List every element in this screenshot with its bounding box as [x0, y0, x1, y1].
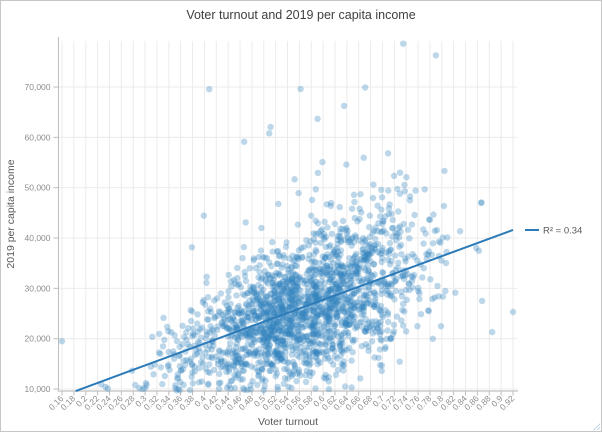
- y-tick-label: 70,000: [25, 82, 51, 92]
- y-tick-label: 60,000: [25, 132, 51, 142]
- y-tick-label: 20,000: [25, 334, 51, 344]
- y-axis-title: 2019 per capita income: [5, 159, 17, 268]
- legend-label: R² = 0.34: [543, 226, 582, 237]
- y-tick-label: 40,000: [25, 233, 51, 243]
- chart-title: Voter turnout and 2019 per capita income: [186, 8, 416, 22]
- axes: [53, 37, 518, 396]
- legend: R² = 0.34: [525, 226, 582, 237]
- y-tick-label: 50,000: [25, 183, 51, 193]
- x-axis-title: Voter turnout: [258, 416, 318, 428]
- y-tick-label: 30,000: [25, 283, 51, 293]
- trend-line: [75, 229, 514, 392]
- resize-handle-icon[interactable]: [593, 423, 601, 431]
- x-tick-label: 0.92: [498, 393, 517, 412]
- y-tick-label: 10,000: [25, 384, 51, 394]
- gridlines: [58, 41, 517, 391]
